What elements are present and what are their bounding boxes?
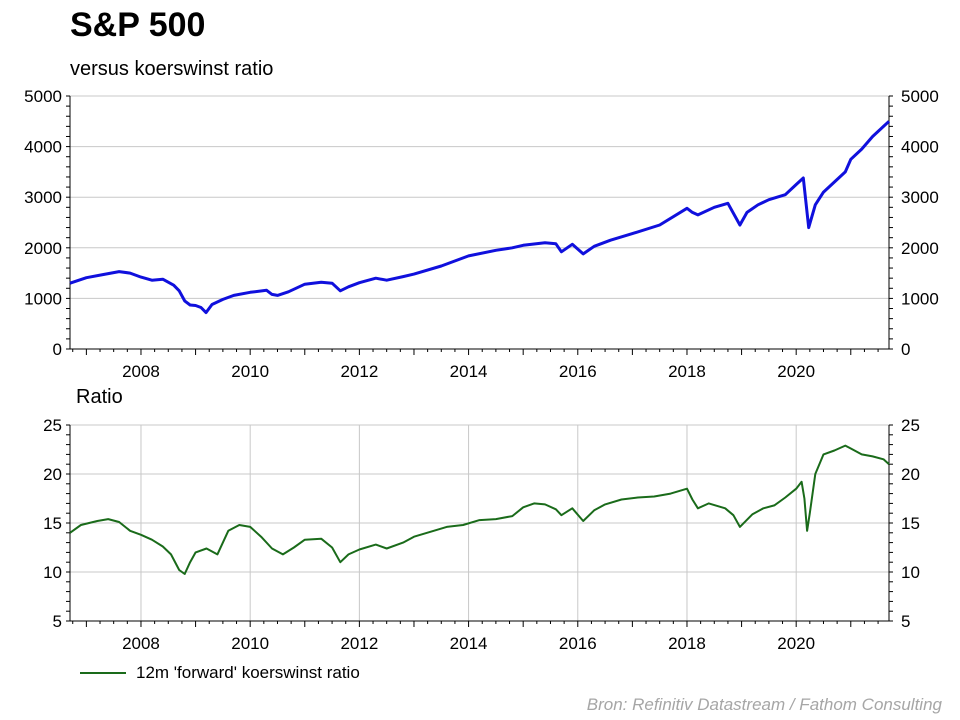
sp500-ytick-left: 1000 — [24, 289, 62, 308]
chart-subtitle: versus koerswinst ratio — [70, 58, 274, 80]
ratio-ytick-left: 25 — [43, 416, 62, 435]
ratio-series-line — [69, 444, 890, 575]
sp500-ytick-right: 3000 — [901, 188, 939, 207]
sp500-series-line — [69, 120, 891, 315]
sp500-ytick-left: 0 — [53, 340, 62, 359]
ratio-xtick: 2010 — [231, 634, 269, 653]
sp500-ytick-right: 5000 — [901, 87, 939, 106]
legend-swatch-ratio — [80, 672, 126, 674]
ratio-ytick-right: 20 — [901, 465, 920, 484]
sp500-ytick-right: 2000 — [901, 239, 939, 258]
ratio-ytick-left: 10 — [43, 563, 62, 582]
ratio-xtick: 2018 — [668, 634, 706, 653]
sp500-ytick-left: 3000 — [24, 188, 62, 207]
legend-label-ratio: 12m 'forward' koerswinst ratio — [136, 663, 360, 682]
ratio-ytick-left: 20 — [43, 465, 62, 484]
ratio-ytick-right: 15 — [901, 514, 920, 533]
ratio-xtick: 2014 — [450, 634, 488, 653]
ratio-ytick-right: 10 — [901, 563, 920, 582]
sp500-ytick-left: 5000 — [24, 87, 62, 106]
sp500-ytick-right: 1000 — [901, 289, 939, 308]
ratio-ytick-left: 15 — [43, 514, 62, 533]
sp500-xtick: 2008 — [122, 362, 160, 381]
ratio-xtick: 2016 — [559, 634, 597, 653]
sp500-xtick: 2010 — [231, 362, 269, 381]
legend: 12m 'forward' koerswinst ratio — [80, 663, 360, 683]
sp500-xtick: 2012 — [340, 362, 378, 381]
sp500-ytick-right: 0 — [901, 340, 910, 359]
chart-title: S&P 500 — [70, 6, 206, 44]
ratio-ytick-right: 5 — [901, 612, 910, 631]
sp500-xtick: 2020 — [777, 362, 815, 381]
ratio-xtick: 2008 — [122, 634, 160, 653]
ratio-xtick: 2020 — [777, 634, 815, 653]
ratio-ytick-right: 25 — [901, 416, 920, 435]
sp500-xtick: 2018 — [668, 362, 706, 381]
sp500-ytick-left: 2000 — [24, 239, 62, 258]
sp500-ytick-right: 4000 — [901, 138, 939, 157]
sp500-ytick-left: 4000 — [24, 138, 62, 157]
ratio-ytick-left: 5 — [53, 612, 62, 631]
source-note: Bron: Refinitiv Datastream / Fathom Cons… — [586, 695, 942, 714]
ratio-panel-title: Ratio — [76, 386, 123, 408]
ratio-xtick: 2012 — [340, 634, 378, 653]
sp500-xtick: 2016 — [559, 362, 597, 381]
sp500-xtick: 2014 — [450, 362, 488, 381]
